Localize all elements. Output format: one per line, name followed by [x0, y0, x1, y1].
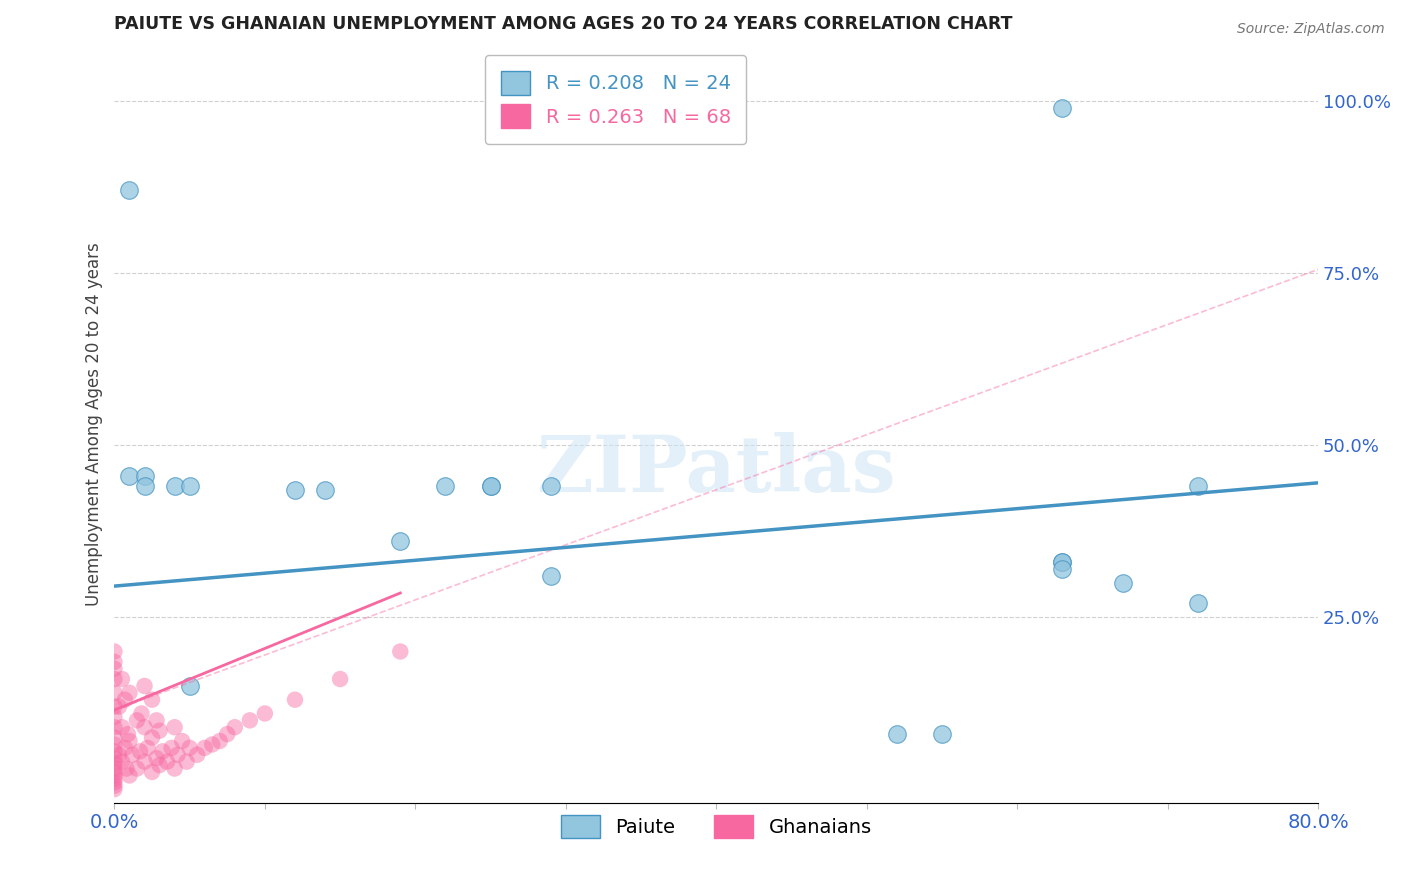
- Ghanaians: [239, 714, 262, 728]
- Paiute: [540, 568, 562, 582]
- Ghanaians: [163, 720, 186, 734]
- Ghanaians: [136, 740, 159, 755]
- Ghanaians: [111, 755, 134, 769]
- Ghanaians: [103, 738, 125, 752]
- Paiute: [1052, 562, 1074, 576]
- Ghanaians: [141, 731, 163, 745]
- Ghanaians: [148, 723, 170, 738]
- Ghanaians: [114, 740, 136, 755]
- Ghanaians: [208, 734, 231, 748]
- Paiute: [118, 183, 141, 197]
- Ghanaians: [103, 686, 125, 700]
- Ghanaians: [145, 751, 167, 765]
- Ghanaians: [217, 727, 239, 741]
- Ghanaians: [103, 720, 125, 734]
- Ghanaians: [103, 655, 125, 669]
- Ghanaians: [118, 734, 141, 748]
- Paiute: [1052, 101, 1074, 115]
- Ghanaians: [111, 720, 134, 734]
- Ghanaians: [148, 758, 170, 772]
- Ghanaians: [118, 768, 141, 782]
- Paiute: [479, 479, 502, 493]
- Ghanaians: [141, 764, 163, 779]
- Paiute: [134, 479, 156, 493]
- Ghanaians: [160, 740, 183, 755]
- Ghanaians: [134, 720, 156, 734]
- Ghanaians: [103, 731, 125, 745]
- Paiute: [179, 679, 201, 693]
- Ghanaians: [179, 740, 201, 755]
- Ghanaians: [253, 706, 276, 721]
- Paiute: [284, 483, 307, 497]
- Ghanaians: [108, 747, 131, 762]
- Text: Source: ZipAtlas.com: Source: ZipAtlas.com: [1237, 22, 1385, 37]
- Ghanaians: [114, 692, 136, 706]
- Ghanaians: [186, 747, 208, 762]
- Ghanaians: [163, 762, 186, 776]
- Ghanaians: [103, 699, 125, 714]
- Paiute: [1052, 555, 1074, 569]
- Ghanaians: [103, 775, 125, 789]
- Ghanaians: [103, 764, 125, 779]
- Paiute: [1187, 479, 1209, 493]
- Paiute: [163, 479, 186, 493]
- Ghanaians: [329, 672, 352, 686]
- Paiute: [479, 479, 502, 493]
- Paiute: [118, 469, 141, 483]
- Ghanaians: [224, 720, 246, 734]
- Ghanaians: [166, 747, 188, 762]
- Ghanaians: [103, 779, 125, 793]
- Ghanaians: [108, 699, 131, 714]
- Ghanaians: [103, 756, 125, 770]
- Ghanaians: [103, 644, 125, 658]
- Ghanaians: [111, 672, 134, 686]
- Text: ZIPatlas: ZIPatlas: [537, 432, 896, 508]
- Ghanaians: [125, 762, 148, 776]
- Paiute: [434, 479, 457, 493]
- Ghanaians: [103, 768, 125, 782]
- Paiute: [1052, 555, 1074, 569]
- Ghanaians: [201, 738, 224, 752]
- Paiute: [1111, 575, 1133, 590]
- Ghanaians: [103, 672, 125, 686]
- Paiute: [134, 469, 156, 483]
- Ghanaians: [103, 782, 125, 797]
- Ghanaians: [103, 744, 125, 758]
- Ghanaians: [284, 692, 307, 706]
- Ghanaians: [145, 714, 167, 728]
- Paiute: [314, 483, 336, 497]
- Legend: Paiute, Ghanaians: Paiute, Ghanaians: [553, 807, 880, 847]
- Ghanaians: [115, 762, 138, 776]
- Ghanaians: [389, 644, 412, 658]
- Ghanaians: [172, 734, 194, 748]
- Paiute: [179, 479, 201, 493]
- Ghanaians: [125, 714, 148, 728]
- Ghanaians: [176, 755, 198, 769]
- Ghanaians: [152, 744, 174, 758]
- Paiute: [931, 727, 953, 741]
- Paiute: [886, 727, 908, 741]
- Ghanaians: [131, 706, 153, 721]
- Ghanaians: [121, 747, 143, 762]
- Paiute: [1187, 596, 1209, 610]
- Ghanaians: [134, 679, 156, 693]
- Ghanaians: [103, 762, 125, 776]
- Ghanaians: [103, 772, 125, 786]
- Text: PAIUTE VS GHANAIAN UNEMPLOYMENT AMONG AGES 20 TO 24 YEARS CORRELATION CHART: PAIUTE VS GHANAIAN UNEMPLOYMENT AMONG AG…: [114, 15, 1012, 33]
- Ghanaians: [156, 755, 179, 769]
- Ghanaians: [118, 686, 141, 700]
- Ghanaians: [129, 744, 152, 758]
- Ghanaians: [103, 751, 125, 765]
- Paiute: [540, 479, 562, 493]
- Ghanaians: [103, 662, 125, 676]
- Ghanaians: [194, 740, 217, 755]
- Ghanaians: [134, 755, 156, 769]
- Ghanaians: [141, 692, 163, 706]
- Ghanaians: [103, 710, 125, 724]
- Y-axis label: Unemployment Among Ages 20 to 24 years: Unemployment Among Ages 20 to 24 years: [86, 243, 103, 607]
- Ghanaians: [117, 727, 139, 741]
- Paiute: [389, 534, 412, 549]
